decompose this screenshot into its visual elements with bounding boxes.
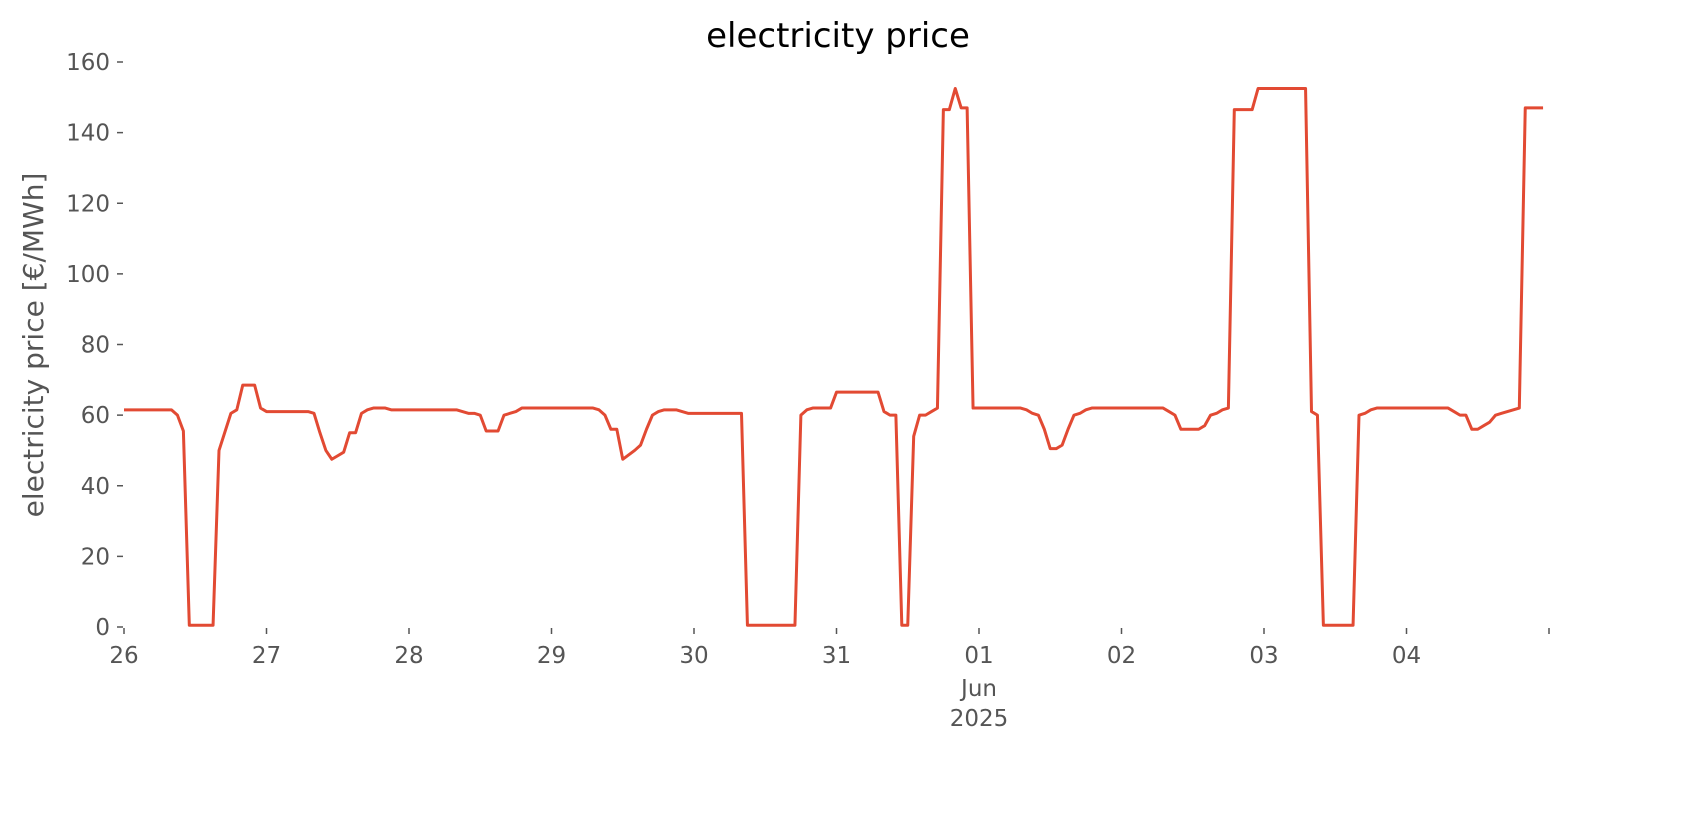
y-tick-label: 40: [81, 474, 110, 500]
y-tick-label: 80: [81, 333, 110, 359]
y-tick-label: 20: [81, 544, 110, 570]
y-tick-label: 160: [66, 50, 110, 76]
x-secondary-label: 2025: [950, 706, 1009, 732]
x-tick-label: 01: [964, 643, 993, 669]
x-tick-label: 02: [1107, 643, 1136, 669]
x-tick-label: 27: [252, 643, 281, 669]
x-secondary-label: Jun: [959, 676, 997, 702]
y-axis-label: electricity price [€/MWh]: [17, 173, 50, 518]
x-tick-label: 04: [1392, 643, 1421, 669]
y-tick-label: 140: [66, 121, 110, 147]
y-tick-label: 100: [66, 262, 110, 288]
chart-title: electricity price: [706, 16, 970, 56]
x-tick-label: 26: [109, 643, 138, 669]
y-tick-label: 0: [95, 615, 110, 641]
y-tick-label: 120: [66, 191, 110, 217]
x-tick-label: 31: [822, 643, 851, 669]
x-tick-label: 30: [679, 643, 708, 669]
x-tick-label: 28: [394, 643, 423, 669]
x-tick-label: 03: [1249, 643, 1278, 669]
y-tick-label: 60: [81, 403, 110, 429]
x-tick-label: 29: [537, 643, 566, 669]
price-line: [124, 86, 1544, 627]
